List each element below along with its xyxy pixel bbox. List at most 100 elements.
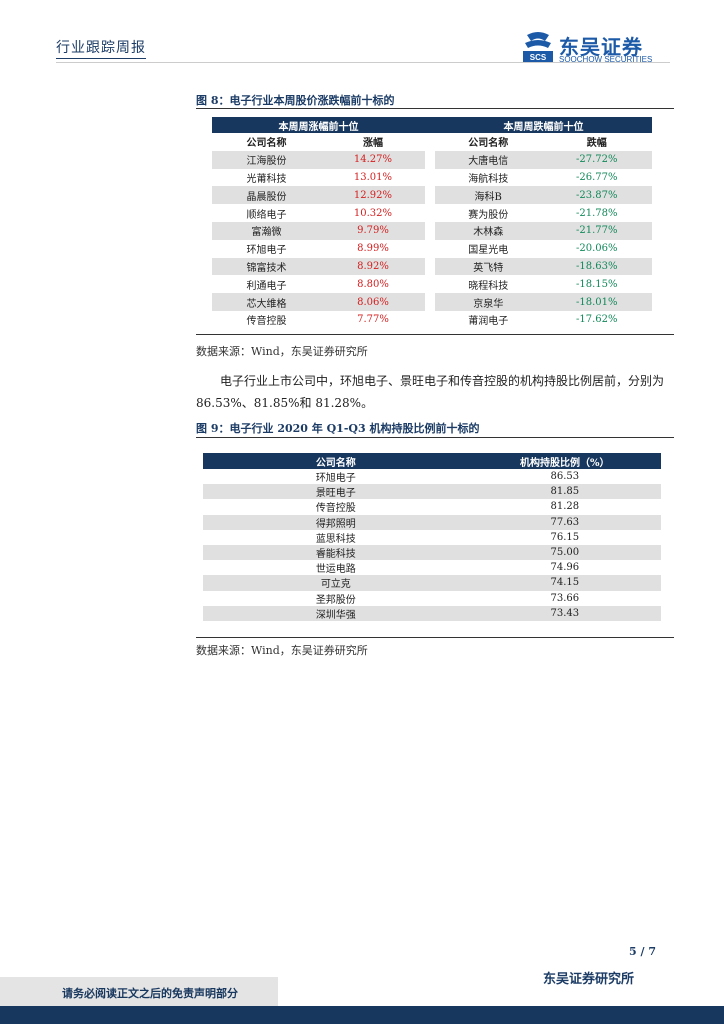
figure9-source: 数据来源：Wind，东吴证券研究所 — [196, 644, 368, 657]
footer-org: 东吴证券研究所 — [542, 972, 634, 987]
rise-company-name: 环旭电子 — [246, 245, 287, 257]
fall-company-name: 英飞特 — [434, 257, 542, 276]
rise-company-name: 江海股份 — [212, 150, 321, 169]
col-company-fall: 公司名称 — [468, 138, 509, 150]
rank-row: 利通电子 8.80% 晓程科技 -18.15% — [212, 275, 652, 294]
disclaimer-text: 请务必阅读正文之后的免责声明部分 — [62, 987, 238, 1000]
rise-company-name: 顺络电子 — [246, 209, 287, 221]
holding-company-name: 环旭电子 — [315, 473, 356, 485]
rise-percent: 10.32% — [353, 207, 393, 219]
col-company: 公司名称 — [203, 453, 469, 469]
logo-name-en: SOOCHOW SECURITIES — [559, 55, 653, 64]
rank-row: 环旭电子 8.99% 国星光电 -20.06% — [212, 239, 652, 258]
holding-ratio: 77.63 — [468, 514, 661, 530]
figure9-top-rule — [196, 437, 674, 438]
holding-row: 睿能科技 75.00 — [203, 544, 661, 561]
holding-company-name: 世运电路 — [315, 564, 356, 576]
rise-percent: 7.77% — [357, 314, 389, 326]
holding-row: 世运电路 74.96 — [203, 560, 661, 575]
holding-company-name: 可立克 — [203, 575, 469, 591]
holding-ratio: 86.53 — [550, 471, 580, 483]
holding-company-name: 传音控股 — [315, 503, 356, 515]
disclaimer-band — [0, 977, 278, 1006]
rise-percent: 12.92% — [320, 186, 425, 205]
fall-company-name: 国星光电 — [468, 245, 509, 257]
rise-group-header: 本周周涨幅前十位 — [212, 117, 425, 133]
holding-row: 景旺电子 81.85 — [203, 484, 661, 500]
page-number: 5 / 7 — [629, 945, 656, 958]
rise-company-name: 晶晨股份 — [212, 186, 321, 205]
logo-mark-text: SCS — [530, 53, 547, 62]
figure8-table: 本周周涨幅前十位 本周周跌幅前十位 公司名称 涨幅 公司名称 跌幅 江海股份 14… — [212, 117, 652, 329]
fall-percent: -18.01% — [541, 293, 652, 311]
fall-percent: -20.06% — [575, 243, 618, 255]
fall-percent: -27.72% — [541, 150, 652, 169]
holding-ratio: 73.43 — [468, 605, 661, 621]
fall-percent: -23.87% — [541, 186, 652, 205]
holding-row: 深圳华强 73.43 — [203, 605, 661, 621]
fall-company-name: 海科B — [434, 186, 542, 205]
holding-company-name: 睿能科技 — [203, 544, 469, 561]
figure9-bottom-rule — [196, 637, 674, 638]
header-divider — [56, 62, 670, 63]
rank-row: 顺络电子 10.32% 赛为股份 -21.78% — [212, 204, 652, 222]
holding-company-name: 蓝思科技 — [315, 533, 356, 545]
rise-company-name: 富瀚微 — [212, 221, 321, 240]
rank-row: 锦富技术 8.92% 英飞特 -18.63% — [212, 257, 652, 276]
rise-company-name: 光莆科技 — [246, 173, 287, 185]
holding-ratio: 74.96 — [550, 562, 580, 574]
holding-ratio: 76.15 — [550, 531, 580, 543]
rise-company-name: 锦富技术 — [212, 257, 321, 276]
fall-company-name: 大唐电信 — [434, 150, 542, 169]
rise-percent: 14.27% — [320, 150, 425, 169]
holding-row: 得邦照明 77.63 — [203, 514, 661, 530]
figure9-table: 公司名称 机构持股比例（%） 环旭电子 86.53 景旺电子 81.85 传音控股 81.… — [203, 453, 661, 621]
report-category: 行业跟踪周报 — [56, 37, 146, 59]
col-company-rise: 公司名称 — [246, 138, 287, 150]
rise-percent: 8.92% — [320, 257, 425, 276]
fall-company-name: 木林森 — [434, 221, 542, 240]
holding-ratio: 81.85 — [468, 484, 661, 500]
holding-company-name: 得邦照明 — [203, 514, 469, 530]
footer-bar — [0, 1006, 724, 1024]
rise-percent: 9.79% — [320, 221, 425, 240]
fall-percent: -21.78% — [575, 207, 618, 219]
rise-percent: 13.01% — [353, 171, 393, 183]
fall-company-name: 海航科技 — [468, 173, 509, 185]
fall-percent: -21.77% — [541, 221, 652, 240]
fall-company-name: 晓程科技 — [468, 280, 509, 292]
fall-percent: -26.77% — [575, 171, 618, 183]
rise-percent: 8.80% — [357, 278, 389, 290]
holding-company-name: 景旺电子 — [203, 484, 469, 500]
brand-logo: SCS 东吴证券 SOOCHOW SECURITIES — [521, 31, 666, 67]
holding-ratio: 81.28 — [550, 501, 580, 513]
figure8-bottom-rule — [196, 334, 674, 335]
rise-percent: 8.99% — [357, 243, 389, 255]
rank-row: 传音控股 7.77% 莆润电子 -17.62% — [212, 310, 652, 329]
fall-company-name: 京泉华 — [434, 293, 542, 311]
logo-name-cn: 东吴证券 — [559, 35, 643, 59]
rank-row: 富瀚微 9.79% 木林森 -21.77% — [212, 221, 652, 240]
fall-percent: -18.15% — [575, 278, 618, 290]
holding-company-name: 深圳华强 — [203, 605, 469, 621]
holding-company-name: 圣邦股份 — [315, 594, 356, 606]
holding-ratio: 75.00 — [468, 544, 661, 561]
holding-ratio: 73.66 — [550, 592, 580, 604]
fall-percent: -18.63% — [541, 257, 652, 276]
holding-row: 环旭电子 86.53 — [203, 469, 661, 484]
rank-row: 江海股份 14.27% 大唐电信 -27.72% — [212, 150, 652, 169]
rank-row: 光莆科技 13.01% 海航科技 -26.77% — [212, 168, 652, 187]
holding-row: 圣邦股份 73.66 — [203, 591, 661, 606]
holding-row: 可立克 74.15 — [203, 575, 661, 591]
col-rise: 涨幅 — [362, 138, 383, 150]
fall-percent: -17.62% — [575, 314, 618, 326]
rise-percent: 8.06% — [320, 293, 425, 311]
rise-company-name: 利通电子 — [246, 280, 287, 292]
col-fall: 跌幅 — [586, 138, 607, 150]
figure9-title: 图 9：电子行业 2020 年 Q1-Q3 机构持股比例前十标的 — [196, 422, 480, 435]
rank-row: 晶晨股份 12.92% 海科B -23.87% — [212, 186, 652, 205]
fall-company-name: 赛为股份 — [468, 209, 509, 221]
logo-mark-icon: SCS — [523, 32, 553, 62]
fall-company-name: 莆润电子 — [468, 316, 509, 328]
rank-row: 芯大维格 8.06% 京泉华 -18.01% — [212, 293, 652, 311]
